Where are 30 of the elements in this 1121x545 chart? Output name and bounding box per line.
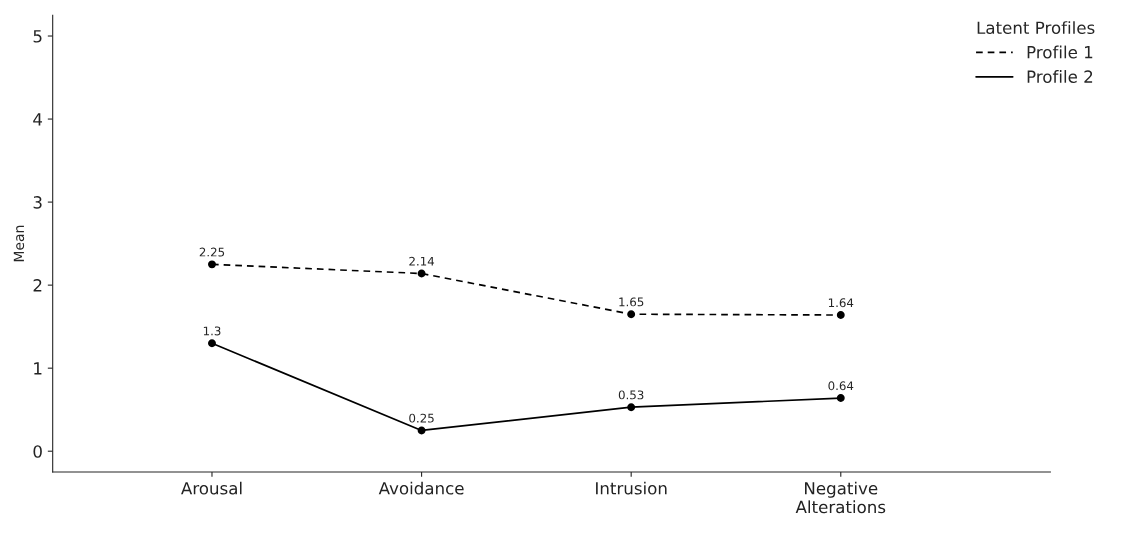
point — [836, 311, 845, 319]
point — [417, 269, 426, 278]
legend-label: Profile 1 — [1027, 45, 1093, 59]
point — [627, 310, 636, 319]
data-label: 1.65 — [619, 297, 644, 307]
x-tick-label: Avoidance — [378, 481, 464, 495]
point — [836, 394, 845, 403]
y-tick-label: 5 — [33, 30, 42, 43]
legend-label: Profile 2 — [1027, 70, 1093, 83]
y-tick-label: 4 — [33, 113, 43, 126]
y-tick-label: 2 — [33, 279, 42, 292]
y-tick-label: 3 — [33, 196, 42, 209]
y-axis-title: Mean — [13, 225, 25, 262]
y-tick-label: 0 — [33, 445, 42, 458]
point — [627, 403, 636, 412]
data-label: 2.25 — [199, 247, 225, 257]
point — [208, 339, 216, 348]
y-tick-label: 1 — [34, 362, 42, 375]
data-label: 1.3 — [203, 326, 221, 336]
point — [208, 260, 216, 269]
data-label: 0.53 — [618, 390, 644, 400]
data-label: 0.64 — [828, 381, 854, 391]
x-tick-label: Arousal — [181, 481, 242, 495]
legend-title: Latent Profiles — [977, 21, 1095, 35]
x-tick-label: Negative Alterations — [795, 481, 886, 514]
data-label: 0.25 — [409, 413, 434, 423]
x-tick-label: Intrusion — [596, 481, 667, 495]
point — [417, 426, 426, 435]
data-label: 1.64 — [828, 298, 854, 308]
data-label: 2.14 — [409, 256, 435, 266]
